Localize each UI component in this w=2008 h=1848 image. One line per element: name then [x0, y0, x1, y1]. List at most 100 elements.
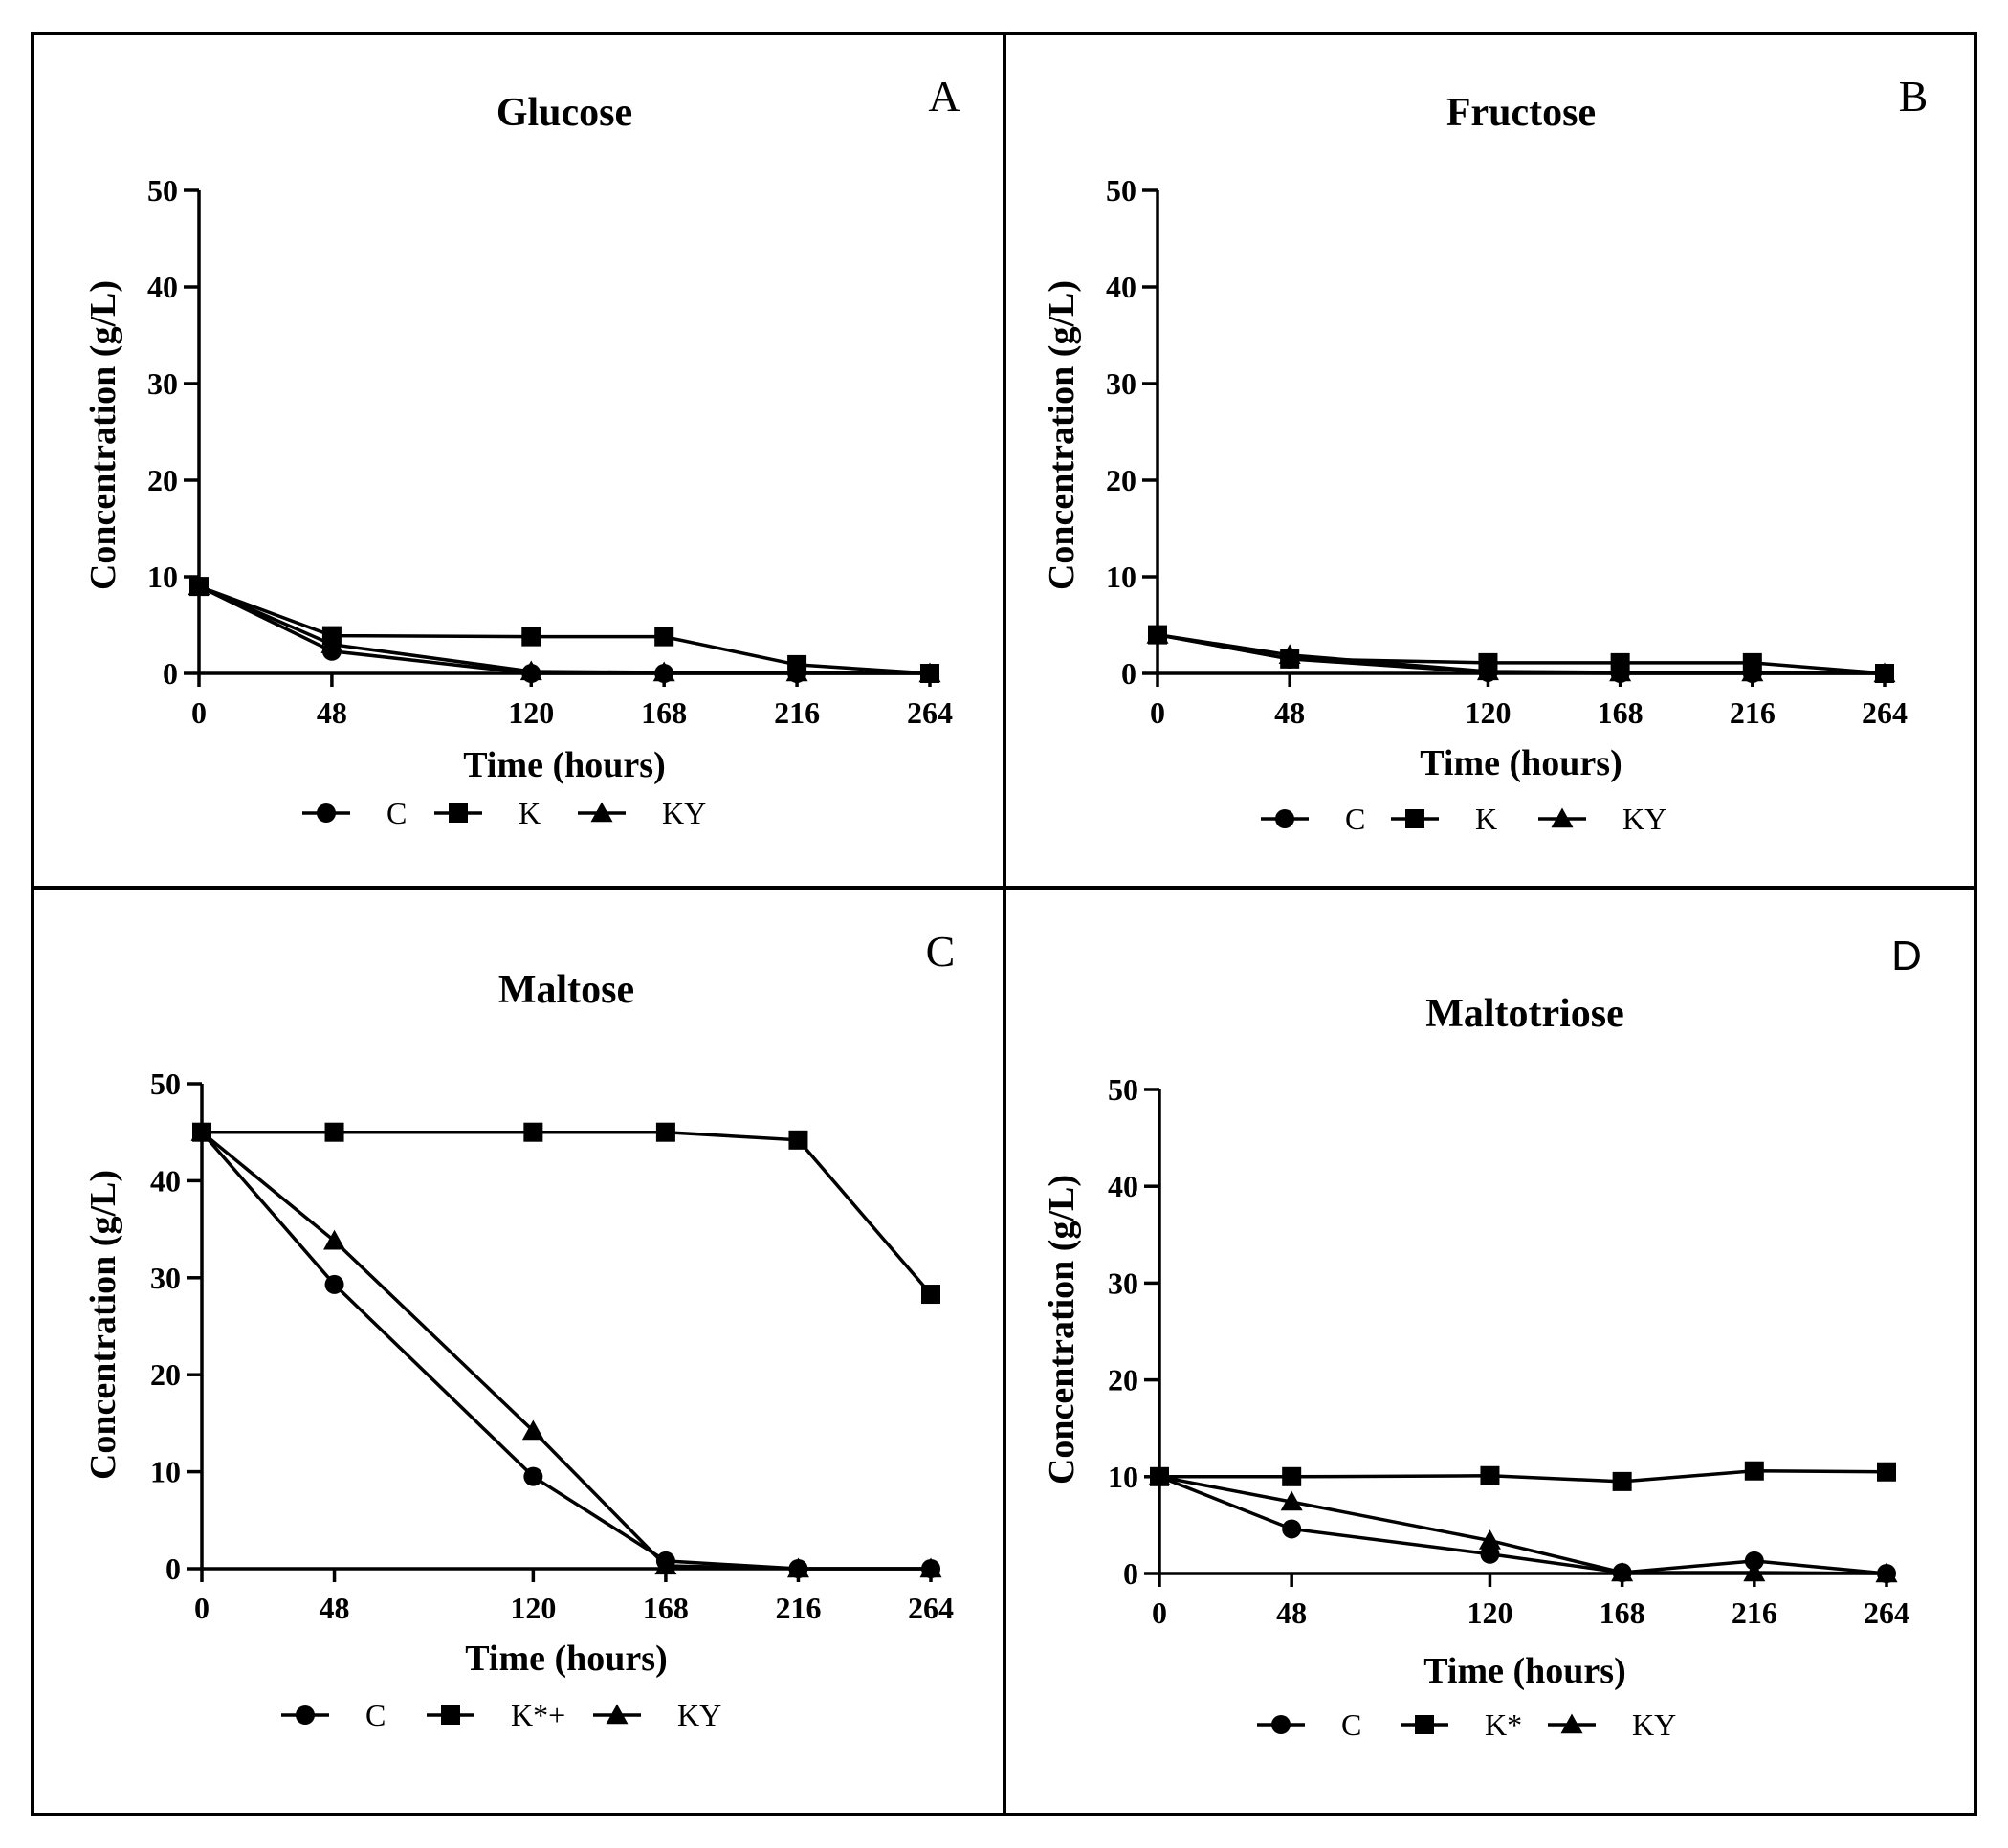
series-line-C [1158, 1475, 1887, 1575]
data-point-K* [1877, 1462, 1896, 1482]
data-point-C [324, 1274, 344, 1294]
series-line-K* [1159, 1468, 1887, 1484]
legend-marker [606, 1704, 629, 1725]
y-tick-label: 0 [1123, 1556, 1138, 1591]
data-point-K [654, 627, 674, 647]
legend: C K KY [1261, 802, 1666, 836]
panel-d: Maltotriose D Time (hours) Concentration… [1042, 933, 1922, 1742]
x-axis-label: Time (hours) [1423, 1651, 1625, 1691]
panel-letter: A [928, 72, 960, 121]
x-tick-label: 216 [1730, 695, 1776, 730]
data-point-K*+ [324, 1122, 344, 1142]
y-tick-label: 40 [150, 1163, 181, 1198]
legend-label: C [365, 1698, 386, 1732]
panel-a: Glucose A Time (hours) Concentration (g/… [83, 72, 960, 830]
data-point-K [521, 627, 541, 647]
data-point-K*+ [788, 1130, 808, 1150]
data-point-KY [1278, 644, 1301, 665]
y-tick-label: 0 [163, 656, 178, 691]
data-point-KY [521, 1419, 544, 1441]
y-tick-label: 20 [150, 1357, 181, 1392]
x-tick-label: 48 [1276, 1595, 1307, 1630]
series-line-K [1157, 632, 1886, 675]
legend-label: K* [1485, 1707, 1522, 1742]
x-tick-label: 216 [775, 1591, 821, 1625]
data-point-KY [918, 662, 941, 683]
data-point-KY [1609, 661, 1632, 682]
panel-letter: C [926, 927, 956, 976]
x-tick-label: 216 [1732, 1595, 1777, 1630]
legend-marker [449, 803, 468, 823]
series-line-KY [1158, 1475, 1887, 1575]
data-point-K* [1480, 1465, 1500, 1485]
series-line-C [200, 1131, 931, 1571]
data-point-K* [1282, 1466, 1302, 1486]
data-point-K* [1744, 1461, 1764, 1481]
y-tick-label: 30 [150, 1261, 181, 1295]
x-tick-label: 120 [510, 1591, 556, 1625]
data-point-KY [1873, 662, 1896, 683]
panel-title: Fructose [1446, 91, 1596, 135]
panel-title: Maltotriose [1425, 992, 1624, 1036]
y-axis-label: Concentration (g/L) [1042, 280, 1082, 590]
x-tick-label: 48 [320, 1591, 350, 1625]
legend-marker [1271, 1715, 1291, 1734]
data-point-C [1282, 1519, 1302, 1539]
legend-label: C [1341, 1707, 1361, 1742]
y-tick-label: 10 [1108, 1460, 1138, 1494]
legend-label: KY [1622, 802, 1666, 836]
legend-label: KY [677, 1698, 721, 1732]
panel-b: Fructose B Time (hours) Concentration (g… [1042, 72, 1928, 836]
legend-marker [1275, 809, 1294, 828]
x-tick-label: 0 [191, 695, 207, 730]
x-axis-label: Time (hours) [1420, 743, 1622, 783]
y-tick-label: 50 [1108, 1072, 1138, 1107]
data-point-KY [190, 1121, 213, 1141]
y-tick-label: 50 [1106, 173, 1136, 208]
series-line-K*+ [202, 1130, 933, 1296]
x-tick-label: 168 [643, 1591, 689, 1625]
x-axis-label: Time (hours) [465, 1639, 667, 1679]
data-point-KY [1146, 624, 1169, 644]
data-point-KY [1476, 660, 1499, 681]
y-tick-label: 40 [1106, 270, 1136, 304]
legend-marker [1551, 807, 1574, 828]
data-point-KY [1148, 1465, 1171, 1485]
y-axis-label: Concentration (g/L) [1042, 1175, 1082, 1485]
series-line-C [198, 584, 930, 675]
legend-label: C [386, 796, 407, 830]
legend-label: K [519, 796, 541, 830]
x-tick-label: 120 [1465, 695, 1511, 730]
x-tick-label: 264 [1862, 695, 1908, 730]
legend-label: C [1345, 802, 1365, 836]
plot-area: 0 10 20 30 40 50 0 48 120 168 216 264 [1106, 173, 1908, 730]
series-line-KY [200, 1131, 931, 1571]
legend: C K KY [302, 796, 706, 830]
legend: C K*+ KY [281, 1698, 721, 1732]
plot-area: 0 10 20 30 40 50 0 48 120 168 216 264 [1108, 1072, 1909, 1630]
legend-marker [441, 1705, 460, 1725]
data-point-KY [519, 660, 542, 681]
data-point-KY [1478, 1529, 1501, 1550]
data-point-KY [786, 1557, 809, 1578]
plot-area: 0 10 20 30 40 50 0 48 120 168 216 264 [147, 173, 953, 730]
x-tick-label: 120 [508, 695, 554, 730]
y-tick-label: 20 [147, 463, 178, 497]
legend-marker [1415, 1715, 1434, 1734]
x-tick-label: 216 [774, 695, 820, 730]
data-point-C [523, 1466, 543, 1486]
x-tick-label: 264 [1864, 1595, 1909, 1630]
legend-label: K*+ [511, 1698, 565, 1732]
y-tick-label: 10 [1106, 560, 1136, 594]
panel-borders [31, 32, 1977, 1816]
legend-marker [296, 1705, 315, 1725]
data-point-KY [1280, 1490, 1303, 1511]
legend-label: KY [1632, 1707, 1676, 1742]
legend-marker [1560, 1713, 1583, 1734]
plot-area: 0 10 20 30 40 50 0 48 120 168 216 264 [150, 1067, 954, 1625]
series-line-KY [1157, 632, 1886, 675]
y-tick-label: 50 [150, 1067, 181, 1101]
panel-title: Glucose [496, 91, 632, 135]
data-point-K*+ [921, 1285, 940, 1305]
